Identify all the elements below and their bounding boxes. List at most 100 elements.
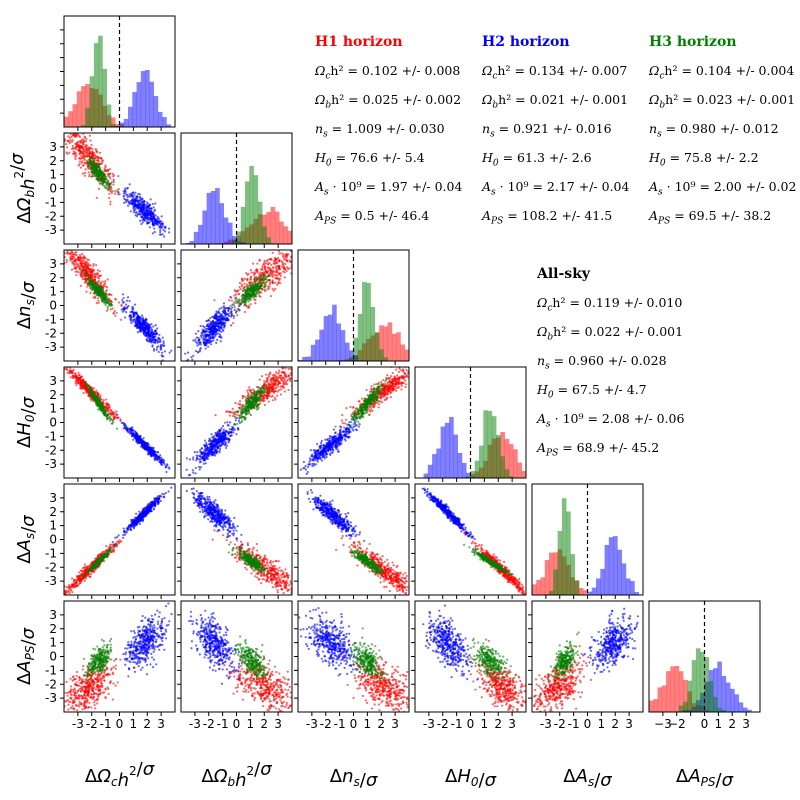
scatter-point <box>136 213 140 216</box>
scatter-point <box>122 301 125 304</box>
scatter-point <box>106 305 109 309</box>
scatter-point <box>97 156 100 159</box>
scatter-point <box>94 147 97 151</box>
scatter-point <box>110 293 113 297</box>
scatter-point <box>283 361 285 363</box>
scatter-point <box>251 293 254 296</box>
scatter-point <box>146 202 149 205</box>
scatter-point <box>92 291 95 295</box>
scatter-point <box>281 376 284 379</box>
scatter-point <box>292 262 294 264</box>
scatter-point <box>249 293 252 296</box>
scatter-point <box>253 288 256 292</box>
scatter-point <box>114 190 117 193</box>
scatter-point <box>92 160 95 163</box>
scatter-point <box>80 268 84 272</box>
scatter-point <box>254 302 257 305</box>
scatter-point <box>151 338 154 341</box>
hist-bar-1 <box>306 356 312 361</box>
scatter-point <box>62 245 64 247</box>
scatter-point <box>149 454 152 457</box>
scatter-point <box>165 470 168 474</box>
scatter-point <box>194 338 197 341</box>
scatter-point <box>138 213 142 216</box>
scatter-point <box>153 227 156 230</box>
hist-bar-2 <box>553 569 558 595</box>
scatter-point <box>269 258 272 261</box>
scatter-point <box>275 267 278 270</box>
scatter-point <box>129 192 132 195</box>
hist-bar-1 <box>617 549 622 595</box>
hist-bar-2 <box>362 281 367 361</box>
scatter-point <box>264 262 267 265</box>
scatter-point <box>267 375 271 378</box>
scatter-point <box>74 151 78 155</box>
hist-bar-0 <box>649 700 654 712</box>
scatter-point <box>242 286 245 290</box>
hist-bar-1 <box>149 81 154 127</box>
scatter-point <box>108 196 111 200</box>
scatter-point <box>93 172 96 175</box>
scatter-point <box>219 335 222 338</box>
scatter-point <box>244 290 248 293</box>
scatter-point <box>256 262 259 265</box>
scatter-point <box>79 257 82 260</box>
scatter-point <box>158 233 162 236</box>
scatter-point <box>283 390 286 393</box>
scatter-point <box>103 413 106 416</box>
scatter-point <box>64 245 66 247</box>
scatter-point <box>60 243 62 245</box>
hist-bar-2 <box>561 498 567 595</box>
scatter-point <box>295 370 297 372</box>
scatter-point <box>80 145 83 149</box>
scatter-point <box>232 314 235 318</box>
hist-bar-1 <box>466 472 471 478</box>
scatter-point <box>199 325 202 328</box>
scatter-point <box>99 289 102 292</box>
scatter-point <box>85 147 88 150</box>
scatter-point <box>99 406 102 409</box>
scatter-point <box>224 317 227 320</box>
scatter-point <box>82 164 85 167</box>
scatter-point <box>260 375 264 378</box>
scatter-point <box>296 250 298 252</box>
scatter-point <box>263 380 266 383</box>
hist-bar-1 <box>721 675 727 712</box>
scatter-point <box>115 416 118 419</box>
scatter-point <box>136 442 139 445</box>
scatter-point <box>202 337 205 340</box>
scatter-point <box>236 314 239 317</box>
scatter-point <box>97 408 100 411</box>
scatter-point <box>163 230 167 233</box>
scatter-point <box>286 254 289 257</box>
scatter-point <box>235 290 239 293</box>
hist-bar-2 <box>713 696 718 712</box>
scatter-point <box>124 187 127 190</box>
scatter-point <box>138 193 141 196</box>
scatter-point <box>300 379 302 381</box>
hist-bar-0 <box>274 211 280 244</box>
scatter-point <box>245 293 249 296</box>
scatter-point <box>276 274 279 277</box>
scatter-point <box>67 128 69 130</box>
scatter-point <box>261 267 264 270</box>
hist-bar-0 <box>661 685 667 712</box>
scatter-point <box>78 135 82 139</box>
scatter-point <box>77 377 80 380</box>
scatter-point <box>123 197 126 200</box>
scatter-point <box>75 265 78 269</box>
scatter-point <box>274 398 277 401</box>
scatter-point <box>274 288 277 291</box>
scatter-point <box>271 251 274 254</box>
scatter-point <box>132 312 135 315</box>
scatter-point <box>160 345 163 349</box>
scatter-point <box>92 396 95 400</box>
scatter-point <box>139 316 142 319</box>
scatter-point <box>66 251 69 254</box>
scatter-point <box>152 331 155 334</box>
scatter-point <box>156 459 159 462</box>
hist-bar-1 <box>123 118 129 127</box>
scatter-point <box>141 218 144 222</box>
scatter-point <box>246 394 250 397</box>
scatter-point <box>104 295 107 298</box>
